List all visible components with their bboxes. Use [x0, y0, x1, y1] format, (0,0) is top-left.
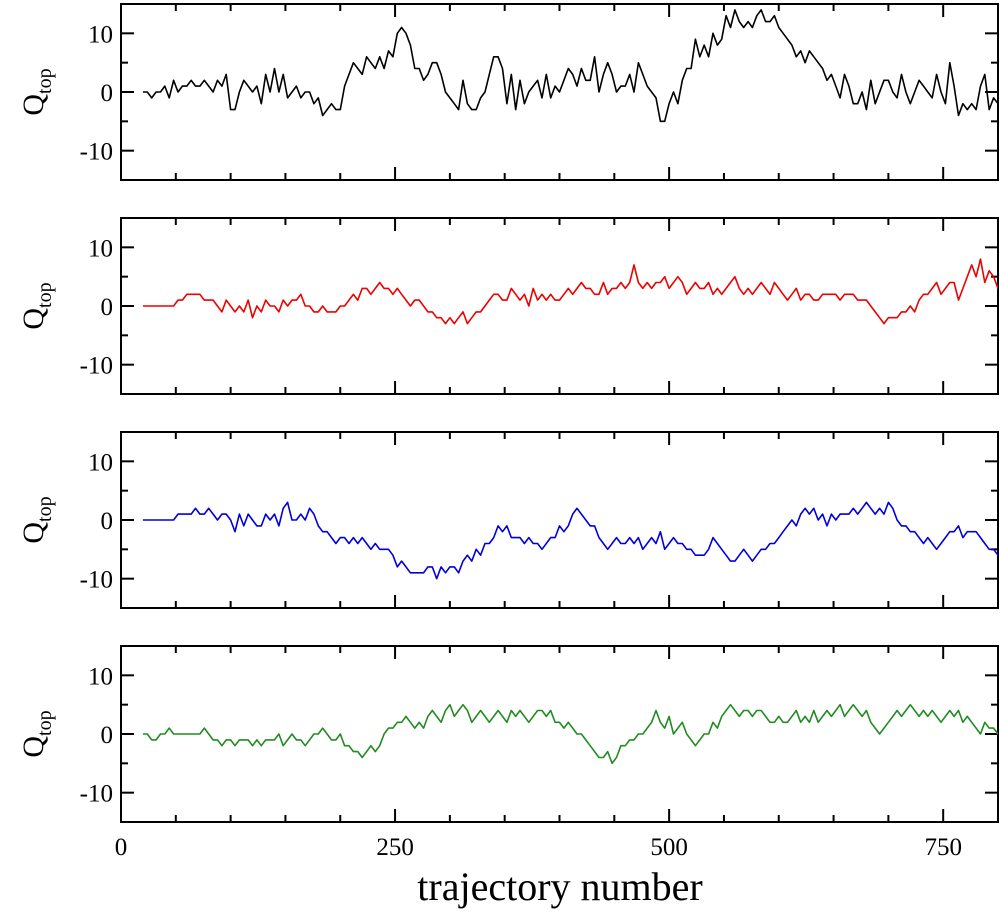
series-line: [142, 703, 998, 765]
y-tick-label: 10: [88, 235, 113, 262]
x-tick-label: 500: [650, 834, 688, 861]
panel-1: 10 0 -10 Qtop: [17, 3, 999, 181]
plot-frame: [120, 217, 999, 395]
plot-frame: [120, 645, 999, 823]
panel-3: 10 0 -10 Qtop: [17, 431, 999, 609]
y-tick-label: 0: [101, 80, 114, 107]
series-line: [142, 501, 998, 580]
y-axis-title: Qtop: [17, 68, 56, 115]
panels: 100-10Qtop100-10Qtop100-10Qtop100-10Qtop…: [17, 3, 999, 861]
y-axis-title: Qtop: [17, 496, 56, 543]
y-tick-label: -10: [80, 567, 113, 594]
x-tick-label: 0: [115, 834, 128, 861]
series-line: [142, 258, 998, 325]
series-line: [142, 9, 998, 123]
x-tick-label: 750: [924, 834, 962, 861]
y-tick-label: -10: [80, 139, 113, 166]
x-tick-label: 250: [376, 834, 414, 861]
y-axis-title: Qtop: [17, 710, 56, 757]
y-tick-label: 0: [101, 294, 114, 321]
y-tick-label: 10: [88, 21, 113, 48]
x-axis-title: trajectory number: [417, 864, 702, 909]
y-tick-label: 0: [101, 508, 114, 535]
y-tick-label: 0: [101, 722, 114, 749]
y-tick-label: 10: [88, 663, 113, 690]
y-tick-label: 10: [88, 449, 113, 476]
y-tick-label: -10: [80, 781, 113, 808]
panel-2: 10 0 -10 Qtop: [17, 217, 999, 395]
y-axis-title: Qtop: [17, 282, 56, 329]
y-tick-label: -10: [80, 353, 113, 380]
panel-4: 10 0 -10 Qtop: [17, 645, 999, 823]
